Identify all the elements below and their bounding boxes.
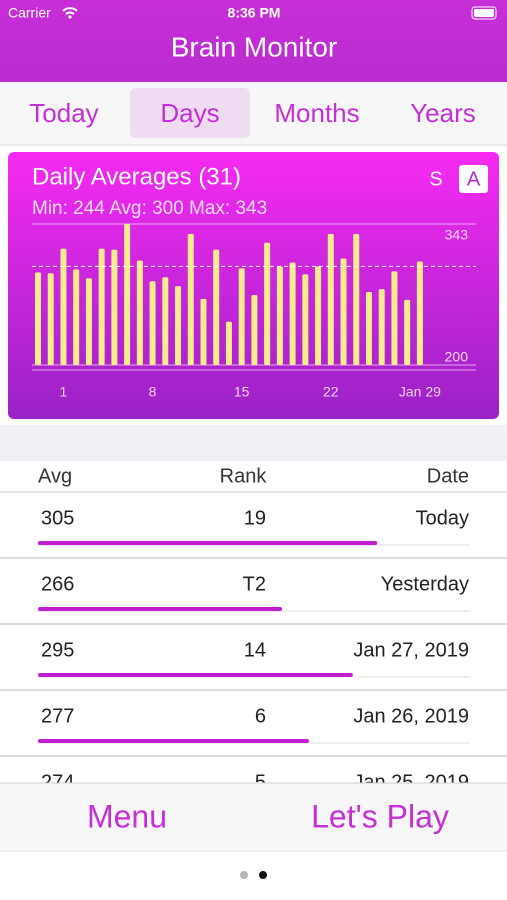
- play-button[interactable]: Let's Play: [311, 798, 449, 834]
- mode-button-bg[interactable]: [459, 165, 488, 193]
- bar: [378, 289, 385, 365]
- date-cell: Today: [416, 507, 469, 529]
- bar: [264, 242, 271, 365]
- mode-button[interactable]: S: [429, 168, 442, 190]
- bar: [391, 271, 398, 365]
- clock: 8:36 PM: [228, 5, 281, 21]
- x-tick-label: 15: [234, 384, 250, 400]
- bar: [124, 224, 131, 365]
- x-tick-label: Jan 29: [399, 384, 441, 400]
- avg-bar: [38, 739, 309, 743]
- bar: [200, 298, 207, 365]
- bar: [73, 269, 80, 365]
- wifi-dot: [68, 15, 72, 19]
- avg-cell: 295: [41, 639, 74, 661]
- x-tick-label: 1: [60, 384, 68, 400]
- column-header: Rank: [220, 465, 268, 487]
- bar: [47, 273, 54, 365]
- rank-cell: 14: [244, 639, 266, 661]
- column-header: Date: [427, 465, 469, 487]
- date-cell: Jan 26, 2019: [353, 705, 469, 727]
- tab[interactable]: Days: [160, 98, 219, 128]
- avg-bar: [38, 607, 283, 611]
- y-tick-label: 200: [445, 349, 469, 365]
- tab[interactable]: Today: [29, 98, 98, 128]
- avg-bar: [38, 541, 378, 545]
- tab-selected[interactable]: [130, 88, 250, 138]
- menu-button[interactable]: Menu: [87, 798, 167, 834]
- bar: [98, 248, 105, 365]
- tab-bar: [0, 82, 507, 145]
- section-gap: [0, 425, 507, 461]
- x-tick-label: 22: [323, 384, 339, 400]
- date-cell: Yesterday: [381, 573, 469, 595]
- bar: [327, 233, 334, 365]
- bar: [416, 261, 423, 365]
- header-bar: [0, 0, 507, 82]
- battery: [471, 6, 497, 20]
- bar: [136, 260, 143, 365]
- avg-bar: [38, 673, 353, 677]
- bar: [340, 258, 347, 365]
- tab[interactable]: Years: [410, 98, 476, 128]
- bar: [404, 299, 411, 365]
- bar: [302, 274, 309, 365]
- page-dot: [240, 871, 248, 879]
- rank-cell: 5: [255, 771, 266, 793]
- bar: [149, 281, 156, 365]
- bar: [276, 266, 283, 365]
- rank-cell: T2: [243, 573, 266, 595]
- rank-cell: 6: [255, 705, 266, 727]
- bar: [238, 268, 245, 365]
- avg-cell: 266: [41, 573, 74, 595]
- tab[interactable]: Months: [274, 98, 359, 128]
- bar: [60, 248, 67, 365]
- date-cell: Jan 27, 2019: [353, 639, 469, 661]
- avg-cell: 305: [41, 507, 74, 529]
- bar: [35, 272, 41, 365]
- bar: [353, 233, 360, 365]
- bar: [289, 262, 296, 365]
- rank-cell: 19: [244, 507, 266, 529]
- avg-cell: 277: [41, 705, 74, 727]
- bar: [175, 286, 182, 365]
- bar: [225, 321, 232, 365]
- bar: [85, 278, 92, 365]
- battery-level: [474, 9, 494, 17]
- page-dot: [259, 871, 267, 879]
- chart-card: [8, 152, 499, 419]
- wifi-icon: [62, 7, 78, 15]
- bar: [213, 249, 220, 365]
- carrier: Carrier: [8, 5, 51, 21]
- app-title: Brain Monitor: [171, 31, 338, 62]
- bar: [251, 294, 258, 365]
- chart-subtitle: Min: 244 Avg: 300 Max: 343: [32, 198, 267, 219]
- bar: [111, 249, 118, 365]
- bar: [162, 277, 169, 365]
- bar: [315, 266, 322, 365]
- chart-title: Daily Averages (31): [32, 163, 241, 190]
- x-tick-label: 8: [149, 384, 157, 400]
- bar: [187, 233, 194, 365]
- mode-button[interactable]: A: [467, 168, 481, 190]
- bar: [365, 292, 372, 365]
- y-tick-label: 343: [445, 227, 469, 243]
- column-header: Avg: [38, 465, 72, 487]
- footer-bar: [0, 783, 507, 851]
